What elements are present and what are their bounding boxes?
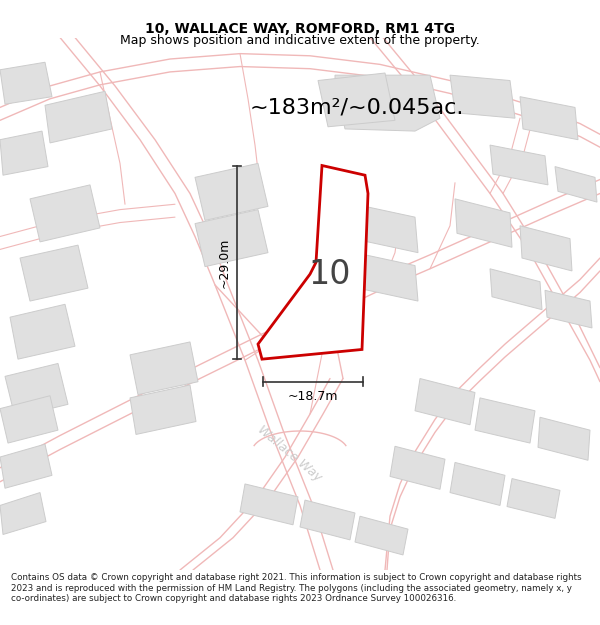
Polygon shape: [545, 290, 592, 328]
Polygon shape: [355, 204, 418, 252]
Polygon shape: [5, 364, 68, 418]
Polygon shape: [258, 166, 368, 359]
Polygon shape: [130, 342, 198, 394]
Polygon shape: [20, 245, 88, 301]
Polygon shape: [10, 304, 75, 359]
Polygon shape: [475, 398, 535, 443]
Polygon shape: [450, 462, 505, 506]
Text: ~183m²/~0.045ac.: ~183m²/~0.045ac.: [250, 98, 464, 118]
Text: Contains OS data © Crown copyright and database right 2021. This information is : Contains OS data © Crown copyright and d…: [11, 573, 581, 603]
Polygon shape: [355, 253, 418, 301]
Polygon shape: [0, 492, 46, 534]
Polygon shape: [415, 379, 475, 425]
Text: ~29.0m: ~29.0m: [218, 237, 231, 288]
Polygon shape: [538, 418, 590, 460]
Polygon shape: [520, 226, 572, 271]
Polygon shape: [335, 75, 440, 131]
Polygon shape: [130, 385, 196, 434]
Polygon shape: [0, 131, 48, 175]
Polygon shape: [318, 73, 395, 127]
Text: 10, WALLACE WAY, ROMFORD, RM1 4TG: 10, WALLACE WAY, ROMFORD, RM1 4TG: [145, 22, 455, 36]
Polygon shape: [0, 444, 52, 488]
Polygon shape: [355, 516, 408, 555]
Polygon shape: [45, 91, 112, 143]
Text: Wallace Way: Wallace Way: [256, 423, 325, 484]
Polygon shape: [520, 97, 578, 140]
Polygon shape: [507, 479, 560, 518]
Polygon shape: [455, 199, 512, 248]
Polygon shape: [490, 269, 542, 309]
Polygon shape: [0, 396, 58, 443]
Polygon shape: [450, 75, 515, 118]
Polygon shape: [30, 185, 100, 242]
Text: 10: 10: [309, 258, 351, 291]
Polygon shape: [0, 62, 52, 104]
Polygon shape: [555, 167, 597, 202]
Polygon shape: [390, 446, 445, 489]
Polygon shape: [490, 145, 548, 185]
Text: ~18.7m: ~18.7m: [288, 391, 338, 403]
Polygon shape: [300, 500, 355, 540]
Polygon shape: [195, 209, 268, 267]
Polygon shape: [240, 484, 298, 525]
Polygon shape: [195, 163, 268, 221]
Text: Map shows position and indicative extent of the property.: Map shows position and indicative extent…: [120, 34, 480, 47]
